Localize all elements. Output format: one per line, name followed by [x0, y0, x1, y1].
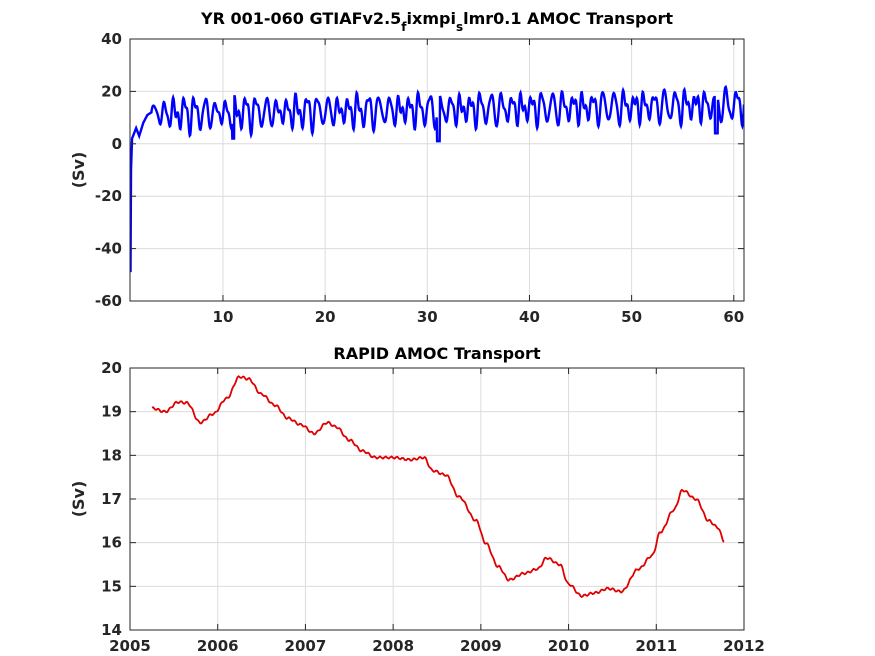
series-line-0: [151, 375, 725, 599]
amoc-model-chart: 10 20 30 40 50 60 -60 -40 -20 0 20 40 (Sv) YR 001-060…: [69, 9, 745, 326]
title-text: lmr0.1 AMOC Transport: [463, 9, 673, 28]
y-tick-label: 20: [101, 359, 122, 377]
y-tick-label: 15: [101, 577, 122, 595]
title-text: ixmpi: [407, 9, 456, 28]
x-tick-label: 2010: [548, 637, 590, 655]
x-tick-label: 20: [315, 308, 336, 326]
y-axis-label: (Sv): [69, 152, 88, 189]
y-tick-label: -20: [95, 187, 122, 205]
y-tick-label: 14: [101, 621, 122, 639]
x-tick-label: 50: [621, 308, 642, 326]
x-tick-label: 2011: [635, 637, 677, 655]
x-tick-label: 60: [723, 308, 744, 326]
y-tick-label: -40: [95, 240, 122, 258]
chart-title: YR 001-060 GTIAFv2.5fixmpislmr0.1 AMOC T…: [200, 9, 673, 34]
x-tick-label: 2009: [460, 637, 502, 655]
x-tick-label: 2007: [285, 637, 327, 655]
y-tick-label: 20: [101, 82, 122, 100]
y-tick-label: 18: [101, 446, 122, 464]
x-tick-label: 10: [213, 308, 234, 326]
x-tick-label: 2008: [372, 637, 414, 655]
chart-title: RAPID AMOC Transport: [333, 344, 541, 363]
x-tick-label: 2012: [723, 637, 765, 655]
y-tick-label: 40: [101, 30, 122, 48]
axis-box: [129, 38, 745, 302]
title-text: YR 001-060 GTIAFv2.5: [200, 9, 401, 28]
y-tick-label: 0: [112, 135, 122, 153]
x-tick-label: 40: [519, 308, 540, 326]
series-line-0: [130, 84, 744, 273]
y-tick-label: 19: [101, 403, 122, 421]
y-tick-label: 16: [101, 534, 122, 552]
title-subscript: s: [456, 20, 463, 34]
x-tick-label: 2005: [109, 637, 151, 655]
y-tick-label: 17: [101, 490, 122, 508]
y-tick-label: -60: [95, 292, 122, 310]
x-tick-label: 30: [417, 308, 438, 326]
rapid-amoc-chart: 2005 2006 2007 2008 2009 2010 2011 2012 14 15 16 17…: [69, 344, 765, 655]
y-axis-label: (Sv): [69, 481, 88, 518]
x-tick-label: 2006: [197, 637, 239, 655]
title-subscript: f: [401, 20, 407, 34]
